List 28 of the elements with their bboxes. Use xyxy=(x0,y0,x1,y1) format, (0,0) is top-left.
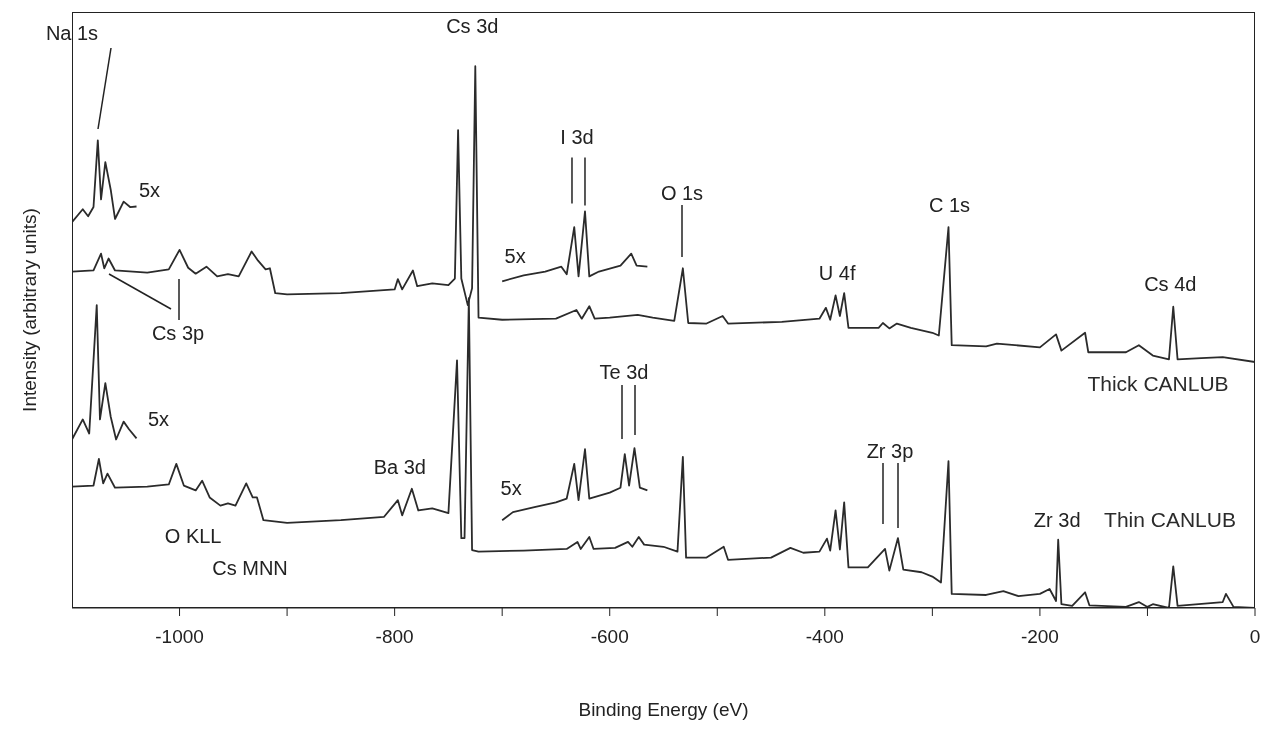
annotation: I 3d xyxy=(560,126,594,149)
x-tick-label: -1000 xyxy=(155,626,204,648)
annotation: Te 3d xyxy=(599,360,649,384)
x-tick-label: -200 xyxy=(1020,626,1059,648)
annotation: Cs MNN xyxy=(212,556,288,580)
x-tick-label: -800 xyxy=(375,626,414,648)
x-axis-title: Binding Energy (eV) xyxy=(578,699,749,720)
annotation: Cs 3p xyxy=(151,321,205,345)
text: Thin CANLUB xyxy=(1104,508,1236,532)
text: Na 1s xyxy=(45,21,99,45)
annotation: O KLL xyxy=(164,524,222,547)
annotation: Cs 4d xyxy=(1144,272,1197,295)
annotation: Cs 3d xyxy=(446,15,499,38)
annotation: 5x xyxy=(504,245,526,268)
annotation: Zr 3p xyxy=(866,439,914,463)
annotation: 5x xyxy=(147,408,170,431)
y-axis-title: Intensity (arbitrary units) xyxy=(19,208,41,412)
series-label: Thick CANLUB xyxy=(1087,372,1229,396)
annotation: O 1s xyxy=(660,181,704,205)
x-tick-label: -400 xyxy=(805,626,844,648)
annotation: U 4f xyxy=(818,262,856,285)
annotation: Zr 3d xyxy=(1033,508,1081,531)
x-tick-label: 0 xyxy=(1249,626,1261,648)
annotation: C 1s xyxy=(928,194,971,217)
x-tick-label: -600 xyxy=(590,626,629,648)
annotation: 5x xyxy=(138,178,161,201)
annotation: 5x xyxy=(500,477,522,500)
annotation: Ba 3d xyxy=(373,455,426,478)
